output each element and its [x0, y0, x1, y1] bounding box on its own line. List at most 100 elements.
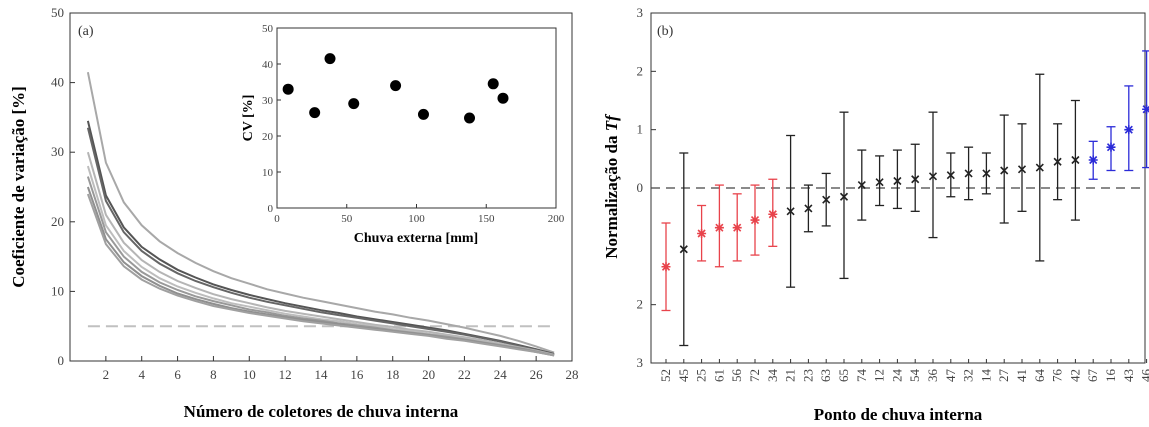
inset-y-tick-label: 0 — [268, 203, 274, 215]
a-x-tick-label: 18 — [386, 367, 399, 382]
panel-a-series — [86, 72, 555, 357]
b-x-tick-label: 74 — [854, 369, 869, 383]
b-x-tick-label: 65 — [836, 369, 851, 382]
panel-b-y-axis-label: Normalização da Tf — [602, 113, 621, 259]
inset-data-point — [417, 108, 429, 120]
b-y-tick-label: 2 — [637, 297, 644, 312]
panel-b-y-axis-label-prefix: Normalização da — [602, 131, 621, 258]
b-mean-marker — [928, 172, 938, 181]
b-mean-marker — [946, 171, 955, 180]
inset-x-ticks: 0 50 100 150 200 — [274, 204, 565, 225]
b-error-bar-21 — [786, 134, 796, 288]
b-mean-marker — [893, 176, 902, 186]
b-error-bar-42 — [1070, 99, 1080, 221]
panel-b-label: (b) — [657, 24, 674, 39]
inset-data-point — [309, 107, 321, 119]
inset-x-tick-label: 50 — [341, 213, 353, 225]
a-x-tick-label: 28 — [566, 367, 579, 382]
b-error-bar-46 — [1142, 50, 1149, 169]
a-y-tick-label: 20 — [51, 214, 64, 229]
b-mean-marker — [1106, 142, 1116, 152]
b-mean-marker — [822, 195, 831, 204]
b-mean-marker — [875, 178, 884, 187]
b-error-bar-72 — [750, 184, 760, 256]
b-mean-marker — [804, 204, 813, 213]
b-x-tick-label: 47 — [943, 369, 958, 383]
inset-data-point — [487, 78, 499, 90]
b-x-tick-label: 67 — [1085, 369, 1100, 383]
b-x-tick-label: 72 — [747, 369, 762, 382]
panel-b-y-axis-label-symbol: Tf — [602, 113, 621, 131]
b-error-bar-41 — [1017, 123, 1027, 212]
a-x-tick-label: 14 — [315, 367, 329, 382]
b-x-tick-label: 46 — [1139, 369, 1149, 383]
b-x-tick-label: 41 — [1014, 369, 1029, 382]
inset-x-tick-label: 100 — [408, 213, 425, 225]
inset-y-tick-label: 10 — [262, 167, 274, 179]
a-x-tick-label: 16 — [350, 367, 364, 382]
b-mean-marker — [1124, 125, 1134, 135]
a-series-line-4 — [86, 151, 555, 356]
a-x-tick-label: 4 — [138, 367, 145, 382]
inset-y-tick-label: 20 — [262, 131, 274, 143]
b-error-bar-74 — [857, 149, 867, 221]
a-x-tick-label: 24 — [494, 367, 508, 382]
b-error-bar-67 — [1088, 140, 1098, 180]
b-error-bar-63 — [821, 172, 831, 227]
b-x-tick-label: 76 — [1050, 369, 1065, 383]
b-x-tick-label: 16 — [1103, 369, 1118, 383]
b-mean-marker — [1017, 165, 1027, 174]
a-y-tick-label: 50 — [51, 5, 64, 20]
a-x-tick-label: 22 — [458, 367, 471, 382]
b-y-tick-label: 0 — [637, 180, 644, 195]
b-mean-marker — [786, 207, 795, 216]
a-x-tick-label: 8 — [210, 367, 217, 382]
b-error-bar-14 — [981, 152, 991, 195]
b-x-tick-label: 43 — [1121, 369, 1136, 382]
inset-data-point — [282, 83, 294, 95]
b-mean-marker — [964, 169, 973, 178]
b-error-bar-43 — [1124, 85, 1134, 172]
b-mean-marker — [1142, 104, 1149, 114]
b-error-bar-64 — [1035, 73, 1045, 262]
b-mean-marker — [1088, 155, 1098, 165]
inset-data-point — [324, 53, 336, 65]
b-error-bar-23 — [803, 184, 813, 233]
inset-points — [282, 53, 509, 124]
b-y-tick-label: 1 — [637, 122, 644, 137]
b-error-bar-12 — [875, 155, 885, 207]
panel-a-y-ticks: 0 10 20 30 40 50 — [51, 5, 75, 368]
b-x-tick-label: 23 — [800, 369, 815, 382]
inset-x-axis-label: Chuva externa [mm] — [354, 231, 478, 246]
b-x-tick-label: 14 — [978, 369, 993, 383]
inset-x-tick-label: 150 — [478, 213, 495, 225]
a-y-tick-label: 10 — [51, 283, 64, 298]
inset-y-ticks: 0 10 20 30 40 50 — [262, 23, 281, 215]
b-x-tick-label: 27 — [996, 369, 1011, 383]
a-x-tick-label: 26 — [530, 367, 544, 382]
b-error-bar-54 — [910, 143, 920, 212]
panel-b-x-ticks: 52 45 25 61 56 72 34 21 23 63 65 74 12 24 54 36 47 32 14 27… — [658, 359, 1149, 382]
b-mean-marker — [1053, 157, 1062, 166]
b-mean-marker — [732, 223, 742, 233]
panel-a-x-ticks: 2 4 6 8 10 12 14 16 18 20 22 24 26 28 — [103, 356, 579, 382]
b-error-bar-32 — [964, 146, 974, 201]
a-x-tick-label: 6 — [174, 367, 181, 382]
b-error-bar-76 — [1053, 123, 1063, 201]
b-x-tick-label: 56 — [729, 369, 744, 383]
b-y-tick-label: 3 — [637, 5, 644, 20]
inset-data-point — [464, 112, 476, 124]
b-mean-marker — [839, 192, 849, 201]
inset-x-tick-label: 0 — [274, 213, 280, 225]
b-mean-marker — [750, 215, 760, 225]
a-series-line-1 — [86, 72, 555, 354]
inset-y-tick-label: 50 — [262, 23, 274, 35]
b-error-bar-47 — [946, 152, 956, 198]
b-x-tick-label: 36 — [925, 369, 940, 383]
a-x-tick-label: 10 — [243, 367, 256, 382]
b-mean-marker — [697, 229, 707, 238]
b-x-tick-label: 34 — [765, 369, 780, 383]
a-y-tick-label: 40 — [51, 75, 64, 90]
inset-data-point — [497, 92, 509, 104]
